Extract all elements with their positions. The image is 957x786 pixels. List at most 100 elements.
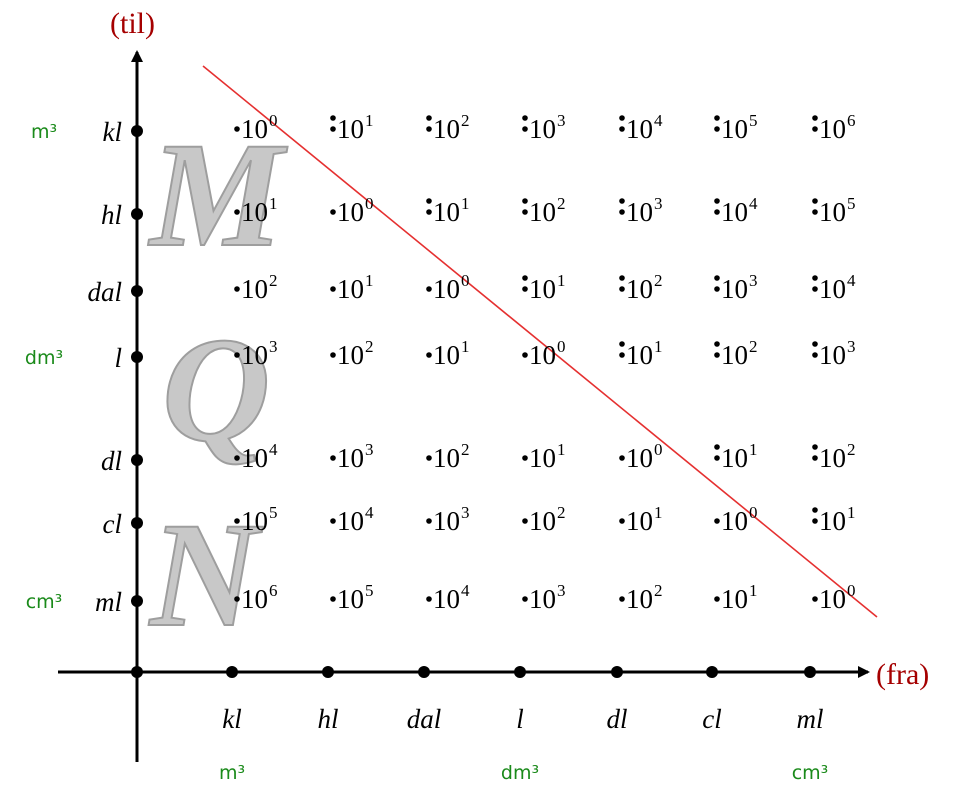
power-value: 102 (529, 194, 566, 227)
mark-dot (619, 115, 625, 121)
power-exponent: 1 (749, 440, 758, 459)
power-exponent: 1 (749, 581, 758, 600)
x-unit-label: kl (222, 704, 242, 734)
power-value: 103 (819, 337, 856, 370)
mark-dot (522, 455, 528, 461)
power-cell: 105 (330, 581, 374, 614)
power-cell: 103 (234, 337, 278, 370)
mark-dot (426, 209, 432, 215)
watermark-letters: MQN (147, 111, 289, 659)
power-value: 104 (337, 503, 374, 536)
power-exponent: 0 (365, 194, 374, 213)
power-cell: 105 (234, 503, 278, 536)
power-value: 102 (433, 111, 470, 144)
y-unit-label: ml (95, 587, 122, 617)
power-exponent: 1 (269, 194, 278, 213)
power-cell: 101 (234, 194, 278, 227)
power-exponent: 2 (461, 440, 470, 459)
diagonal-line (202, 65, 878, 618)
power-cell: 100 (234, 111, 278, 144)
power-value: 104 (241, 440, 278, 473)
mark-dot (714, 518, 720, 524)
power-exponent: 1 (847, 503, 856, 522)
power-value: 101 (433, 194, 470, 227)
y-unit-label: l (114, 343, 122, 373)
power-cell: 101 (330, 111, 374, 144)
power-value: 102 (433, 440, 470, 473)
power-cell: 105 (714, 111, 758, 144)
power-exponent: 2 (461, 111, 470, 130)
power-cell: 104 (330, 503, 374, 536)
power-value: 105 (241, 503, 278, 536)
mark-dot (522, 352, 528, 358)
mark-dot (812, 209, 818, 215)
mark-dot (522, 126, 528, 132)
power-value: 100 (337, 194, 374, 227)
power-cell: 102 (812, 440, 856, 473)
mark-dot (619, 455, 625, 461)
mark-dot (426, 352, 432, 358)
mark-dot (619, 341, 625, 347)
power-value: 100 (819, 581, 856, 614)
power-exponent: 3 (461, 503, 470, 522)
power-cell: 101 (426, 337, 470, 370)
mark-dot (619, 518, 625, 524)
power-cell: 100 (522, 337, 566, 370)
x-unit-label: hl (317, 704, 338, 734)
power-exponent: 3 (557, 581, 566, 600)
x-unit-label: cl (702, 704, 722, 734)
x-side-labels: m³ dm³ cm³ (219, 762, 828, 784)
mark-dot (234, 518, 240, 524)
power-value: 103 (433, 503, 470, 536)
y-unit-label: dl (101, 446, 122, 476)
mark-dot (812, 286, 818, 292)
mark-dot (812, 341, 818, 347)
power-exponent: 3 (557, 111, 566, 130)
power-value: 102 (337, 337, 374, 370)
power-cell: 102 (522, 503, 566, 536)
mark-dot (426, 596, 432, 602)
power-exponent: 1 (557, 440, 566, 459)
power-cell: 101 (426, 194, 470, 227)
power-value: 101 (241, 194, 278, 227)
mark-dot (522, 286, 528, 292)
power-value: 101 (721, 581, 758, 614)
mark-dot (234, 596, 240, 602)
power-value: 102 (241, 271, 278, 304)
power-exponent: 1 (654, 337, 663, 356)
x-tick-dot (226, 666, 238, 678)
mark-dot (812, 507, 818, 513)
mark-dot (619, 352, 625, 358)
power-exponent: 2 (749, 337, 758, 356)
power-value: 102 (819, 440, 856, 473)
power-value: 103 (529, 111, 566, 144)
mark-dot (522, 209, 528, 215)
power-cell: 103 (522, 111, 566, 144)
x-axis-ticks (226, 666, 816, 678)
mark-dot (330, 115, 336, 121)
mark-dot (812, 596, 818, 602)
power-value: 101 (626, 503, 663, 536)
power-exponent: 3 (365, 440, 374, 459)
y-unit-label: hl (101, 200, 122, 230)
power-exponent: 5 (749, 111, 758, 130)
x-unit-label: l (516, 704, 524, 734)
mark-dot (619, 286, 625, 292)
y-tick-dot (131, 595, 143, 607)
power-cell: 102 (619, 271, 663, 304)
x-tick-dot (706, 666, 718, 678)
mark-dot (714, 455, 720, 461)
power-exponent: 6 (269, 581, 278, 600)
power-value: 100 (433, 271, 470, 304)
watermark-letter: Q (162, 307, 270, 473)
power-cell: 101 (714, 440, 758, 473)
power-value: 105 (819, 194, 856, 227)
mark-dot (426, 286, 432, 292)
x-side-label: m³ (219, 762, 245, 784)
power-exponent: 2 (847, 440, 856, 459)
x-side-label: dm³ (501, 762, 539, 784)
power-cell: 103 (714, 271, 758, 304)
power-exponent: 4 (847, 271, 856, 290)
power-cell: 100 (714, 503, 758, 536)
power-exponent: 3 (847, 337, 856, 356)
